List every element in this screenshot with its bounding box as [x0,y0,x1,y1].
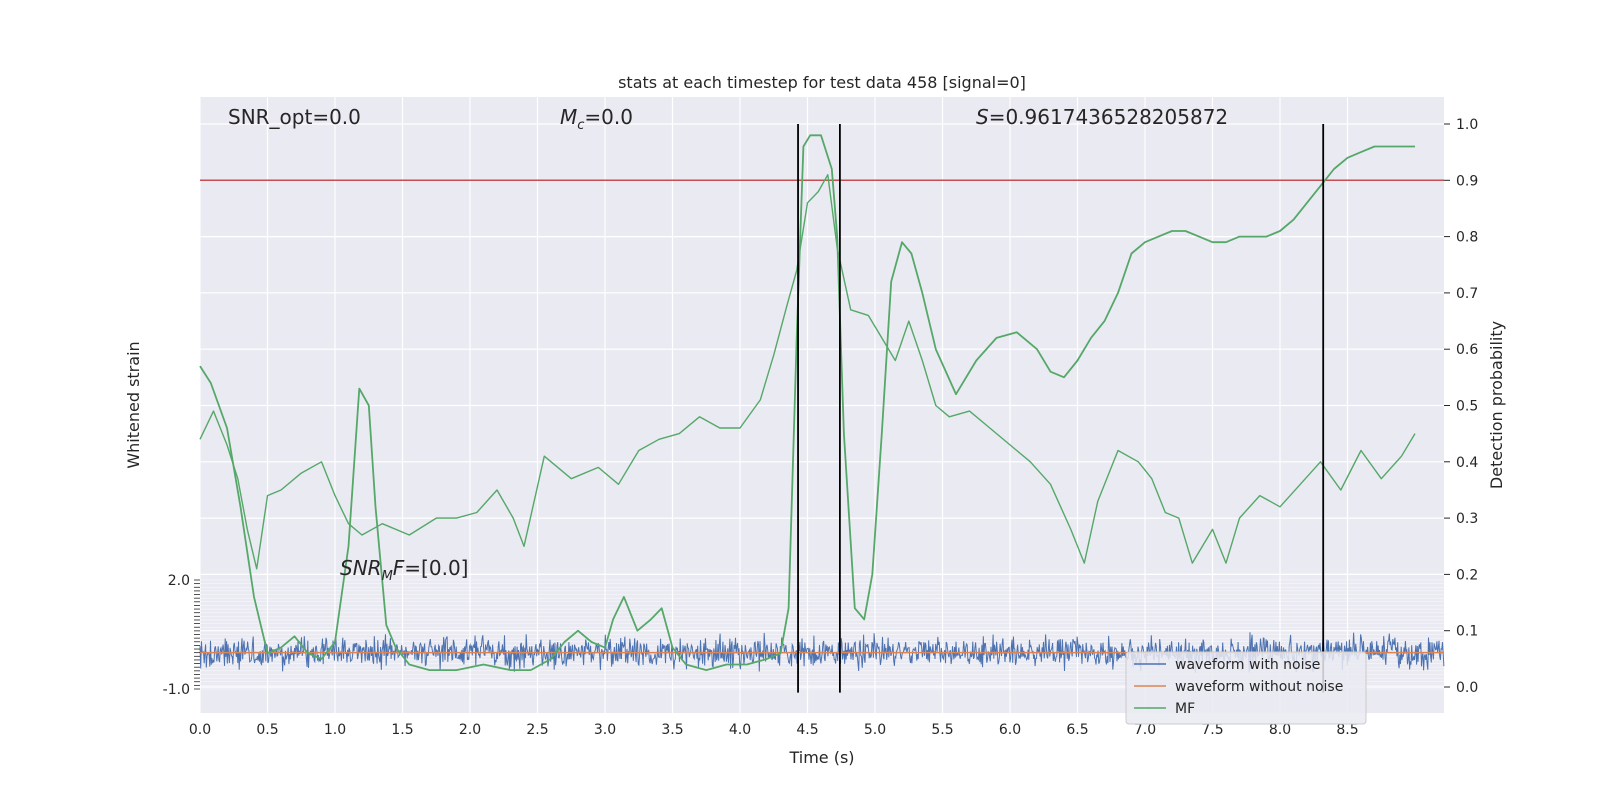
y-axis-label-right: Detection probability [1487,321,1506,489]
x-tick-label: 8.5 [1336,722,1358,738]
annotation-snr-opt: SNR_opt=0.0 [228,105,361,129]
x-tick-label: 5.0 [864,722,886,738]
y-tick-label-right: 0.2 [1456,567,1478,583]
y-tick-label-right: 0.9 [1456,173,1478,189]
chart-title: stats at each timestep for test data 458… [618,73,1026,92]
x-tick-label: 3.5 [661,722,683,738]
x-tick-label: 4.0 [729,722,751,738]
legend-entry-mf: MF [1175,701,1195,717]
y-tick-label-left: -1.0 [163,682,190,698]
series-mf-0 [199,134,1415,671]
legend-entry-clean: waveform without noise [1175,679,1343,695]
annotation-s: S=0.9617436528205872 [976,105,1228,129]
x-tick-label: 6.5 [1066,722,1088,738]
x-tick-label: 5.5 [931,722,953,738]
annotation-snr-mf: SNRMF=[0.0] [340,556,468,584]
legend: waveform with noise waveform without noi… [1125,651,1367,725]
y-tick-label-right: 0.7 [1456,286,1478,302]
y-tick-label-right: 1.0 [1456,117,1478,133]
x-tick-label: 1.5 [391,722,413,738]
y-tick-label-right: 0.0 [1456,680,1478,696]
y-tick-label-right: 0.4 [1456,455,1478,471]
x-tick-label: 2.0 [459,722,481,738]
series-lines [199,124,1444,693]
y-tick-label-right: 0.8 [1456,230,1478,246]
x-axis-label: Time (s) [788,748,854,767]
y-axis-label-left: Whitened strain [124,341,143,468]
series-waveform-with-noise [199,632,1445,673]
y-tick-label-right: 0.1 [1456,624,1478,640]
legend-box [1125,651,1367,725]
x-axis-ticks: 0.0 0.5 1.0 1.5 2.0 2.5 3.0 3.5 4.0 4.5 5.0 5.5 6.0 6… [189,722,1359,738]
x-tick-label: 7.0 [1134,722,1156,738]
series-mf-1 [199,173,1416,570]
x-tick-label: 0.0 [189,722,211,738]
y-tick-label-left: 2.0 [168,573,190,589]
x-tick-label: 6.0 [999,722,1021,738]
y-tick-label-right: 0.3 [1456,511,1478,527]
y-axis-ticks-left: -1.0 2.0 [163,573,200,698]
x-tick-label: 4.5 [796,722,818,738]
x-tick-label: 7.5 [1201,722,1223,738]
y-tick-label-right: 0.6 [1456,342,1478,358]
y-axis-ticks-right: 0.0 0.1 0.2 0.3 0.4 0.5 0.6 0.7 0.8 0.9 1.0 [1444,117,1478,696]
x-tick-label: 0.5 [256,722,278,738]
grid [199,97,1444,713]
legend-entry-noise: waveform with noise [1175,657,1320,673]
x-tick-label: 1.0 [324,722,346,738]
x-tick-label: 8.0 [1269,722,1291,738]
y-tick-label-right: 0.5 [1456,399,1478,415]
annotation-mc: Mc=0.0 [560,105,633,133]
x-tick-label: 3.0 [594,722,616,738]
strain-subplot [199,579,1445,690]
x-tick-label: 2.5 [526,722,548,738]
